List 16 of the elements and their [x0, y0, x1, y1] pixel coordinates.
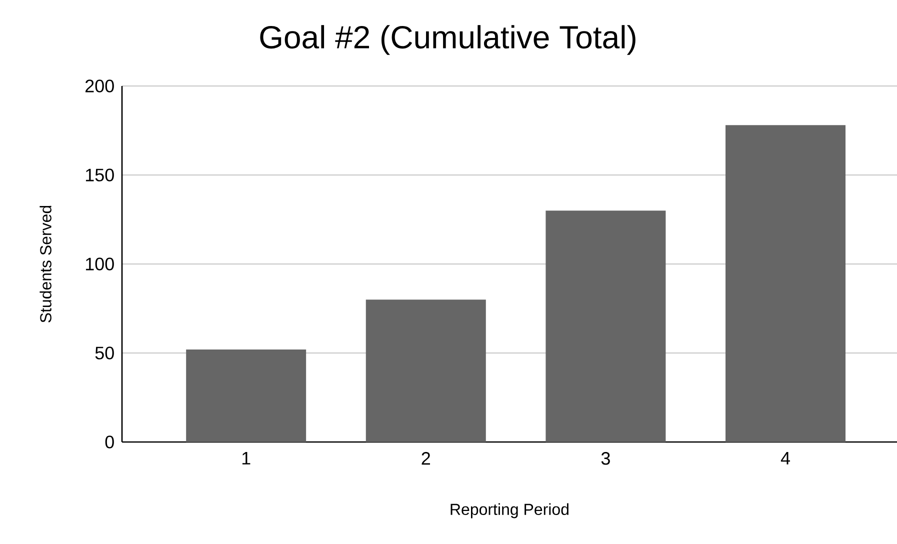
- x-tick-label: 4: [780, 452, 790, 464]
- chart-title: Goal #2 (Cumulative Total): [260, 25, 636, 55]
- bar: [366, 300, 486, 442]
- y-tick-label: 200: [85, 80, 114, 92]
- x-tick-label: 2: [422, 452, 430, 465]
- bar: [186, 349, 306, 442]
- y-tick-label: 150: [86, 168, 114, 182]
- x-tick-label: 3: [601, 452, 610, 465]
- bar: [726, 125, 846, 442]
- y-tick-label: 100: [86, 258, 114, 270]
- y-tick-label: 0: [105, 436, 114, 448]
- bar: [546, 210, 666, 442]
- x-tick-label: 1: [242, 452, 250, 464]
- x-axis-title: Reporting Period: [450, 503, 568, 518]
- y-axis-title: Students Served: [40, 206, 52, 322]
- y-tick-label: 50: [95, 346, 114, 360]
